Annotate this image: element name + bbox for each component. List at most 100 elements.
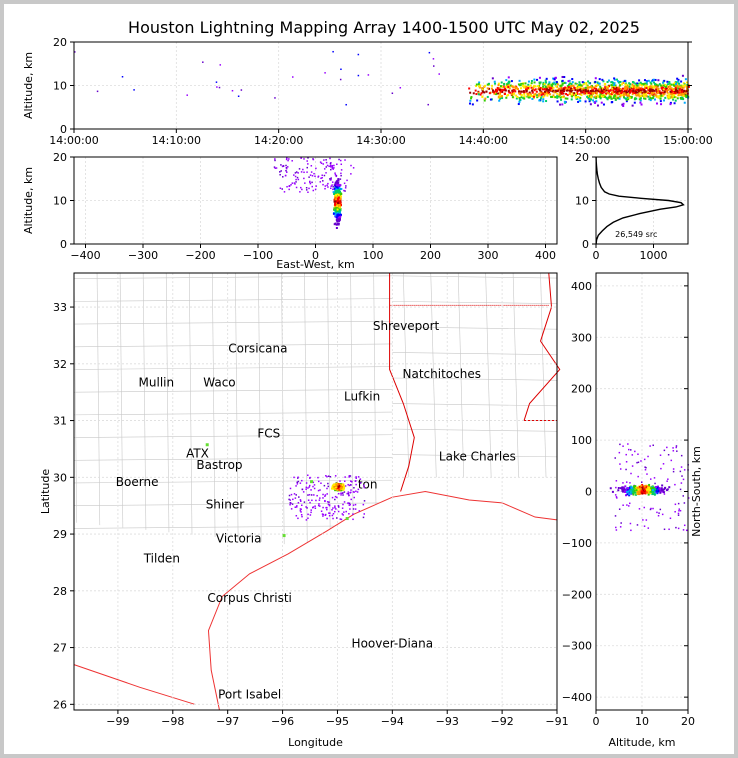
time-height-source [493,80,496,83]
east-west-source [334,202,337,205]
time-height-source [571,93,574,96]
time-height-source [527,96,530,99]
north-south-source [621,486,624,489]
east-west-source [337,216,340,219]
north-south-source [652,507,654,510]
plan-view-xtick-label: −96 [271,715,294,728]
time-height-source [345,103,347,106]
time-height-source [512,88,515,91]
parish-line [403,272,410,478]
time-height-source [511,91,514,94]
east-west-source [337,179,340,182]
east-west-source [299,191,301,193]
time-height-source [469,99,472,102]
plan-view-source [317,489,320,492]
time-height-source [634,85,637,88]
plan-view-ytick-label: 29 [53,528,67,541]
east-west-source [314,175,316,177]
time-height-source [559,96,562,99]
time-height-source [659,97,662,100]
north-south-source [644,489,647,492]
east-west-source [327,182,329,185]
plan-view-source [335,486,338,489]
time-height-source [674,92,677,95]
time-height-source [487,83,490,86]
time-height-source [559,89,562,92]
time-height-source [632,91,635,94]
time-height-source [668,82,671,85]
time-height-source [588,92,591,95]
plan-view-source [354,508,357,510]
plan-view-source [318,503,320,505]
plan-view-source [326,493,328,495]
time-height-source [678,90,681,93]
county-line [235,272,239,540]
plan-view-source [363,500,366,502]
plan-view-source [295,485,297,487]
north-south-source [634,450,636,453]
time-height-source [548,82,551,85]
east-west-source [334,181,337,184]
time-height-source [682,91,685,94]
time-height-source [511,85,514,88]
plan-view-source [303,501,306,503]
plan-view-source [327,482,329,485]
time-height-source [615,78,618,81]
north-south-ytick-label: 0 [585,486,592,499]
plan-view-xtick-label: −92 [491,715,514,728]
time-height-source [612,86,615,89]
time-height-source [659,84,662,87]
north-south-source [676,450,678,452]
map-label-boerne: Boerne [116,475,159,489]
station-marker [310,480,314,484]
time-height-source [477,85,480,88]
plan-view-source [333,510,336,513]
time-height-source [481,88,484,91]
time-height-ytick-label: 0 [60,123,67,136]
plan-view-source [332,512,335,515]
east-west-source [275,167,278,169]
east-west-source [338,186,341,189]
time-height-source [602,103,605,106]
time-height-source [539,91,542,94]
time-height-source [538,76,541,79]
time-height-source [534,85,537,88]
time-height-source [608,93,611,96]
time-height-source [520,87,523,90]
time-height-source [657,84,660,87]
north-south-source [647,487,650,490]
east-west-source [323,159,325,161]
east-west-source [340,174,342,177]
east-west-source [340,163,343,166]
time-height-source [340,68,342,71]
time-height-source [630,95,633,98]
east-west-xtick-label: 200 [420,249,441,262]
time-height-source [618,92,621,95]
time-height-source [595,97,598,100]
time-height-source [584,86,587,89]
time-height-source [622,102,625,105]
time-height-source [502,89,505,92]
plan-view-source [317,480,320,483]
plan-view-source [305,519,308,521]
time-height-source [499,95,502,98]
altitude-histogram-source-count: 26,549 src [615,230,657,239]
north-south-source [628,502,631,505]
time-height-source [640,103,643,106]
time-height-source [639,101,642,104]
east-west-source [339,187,342,190]
north-south-source [672,450,675,452]
time-height-source [532,95,535,98]
time-height-source [549,93,552,96]
time-height-source [427,103,429,106]
time-height-source [542,92,545,95]
time-height-source [645,81,648,84]
time-height-source [499,92,502,95]
north-south-source [637,475,639,478]
time-height-source [547,89,550,92]
time-height-source [521,84,524,87]
time-height-source [486,95,489,98]
time-height-source [556,92,559,95]
time-height-source [594,77,597,80]
time-height-source [561,103,564,106]
